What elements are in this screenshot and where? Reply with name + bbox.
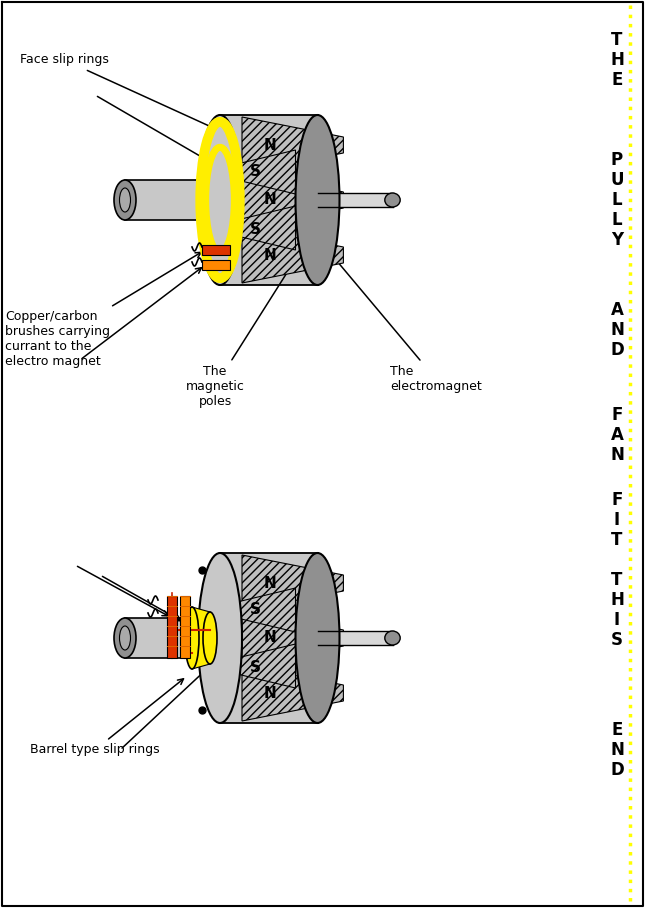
Polygon shape	[224, 206, 295, 250]
Ellipse shape	[203, 612, 217, 664]
Ellipse shape	[114, 618, 136, 658]
Text: N: N	[264, 630, 276, 646]
Text: Barrel type slip rings: Barrel type slip rings	[30, 679, 183, 756]
Polygon shape	[125, 618, 220, 658]
Polygon shape	[167, 596, 177, 658]
Text: D: D	[610, 341, 624, 359]
Text: S: S	[250, 164, 261, 180]
Ellipse shape	[385, 631, 400, 645]
Text: The
electromagnet: The electromagnet	[305, 223, 482, 393]
Text: E: E	[611, 71, 622, 89]
Text: E: E	[611, 721, 622, 739]
Text: A: A	[611, 301, 624, 319]
Polygon shape	[242, 610, 343, 666]
Text: I: I	[614, 611, 620, 629]
Polygon shape	[224, 644, 295, 688]
Polygon shape	[202, 260, 230, 270]
Text: H: H	[610, 51, 624, 69]
Polygon shape	[224, 150, 295, 194]
Text: F: F	[611, 406, 622, 424]
Text: N: N	[610, 321, 624, 339]
Text: L: L	[611, 191, 622, 209]
Text: T: T	[611, 571, 622, 589]
Text: S: S	[250, 603, 261, 617]
Ellipse shape	[119, 626, 130, 650]
Ellipse shape	[114, 180, 136, 220]
Text: Y: Y	[611, 231, 623, 249]
Text: S: S	[250, 660, 261, 676]
Text: N: N	[610, 446, 624, 464]
Text: I: I	[614, 511, 620, 529]
Text: N: N	[264, 576, 276, 590]
Polygon shape	[224, 588, 295, 632]
Text: N: N	[610, 741, 624, 759]
Ellipse shape	[198, 115, 242, 285]
Text: U: U	[610, 171, 624, 189]
Text: F: F	[611, 491, 622, 509]
Text: Copper/carbon
brushes carrying
currant to the
electro magnet: Copper/carbon brushes carrying currant t…	[5, 252, 201, 368]
Polygon shape	[242, 555, 343, 611]
Text: Face slip rings: Face slip rings	[20, 54, 214, 128]
Polygon shape	[317, 193, 393, 207]
Text: L: L	[611, 211, 622, 229]
Polygon shape	[220, 553, 317, 723]
Text: N: N	[264, 137, 276, 153]
Ellipse shape	[185, 607, 199, 669]
Text: N: N	[264, 686, 276, 700]
Polygon shape	[180, 596, 190, 658]
Polygon shape	[242, 172, 343, 228]
Ellipse shape	[295, 115, 339, 285]
Text: S: S	[250, 222, 261, 238]
Text: H: H	[610, 591, 624, 609]
Ellipse shape	[198, 553, 242, 723]
Polygon shape	[202, 245, 230, 255]
Polygon shape	[242, 117, 343, 173]
Text: A: A	[611, 426, 624, 444]
Text: T: T	[611, 31, 622, 49]
Text: S: S	[611, 631, 623, 649]
Text: N: N	[264, 192, 276, 208]
Text: The
magnetic
poles: The magnetic poles	[186, 264, 293, 408]
Text: N: N	[264, 248, 276, 262]
Text: P: P	[611, 151, 623, 169]
Polygon shape	[317, 631, 393, 645]
Text: T: T	[611, 531, 622, 549]
Text: D: D	[610, 761, 624, 779]
Polygon shape	[192, 607, 210, 669]
Polygon shape	[242, 665, 343, 721]
Ellipse shape	[385, 193, 400, 207]
Polygon shape	[220, 115, 317, 285]
Ellipse shape	[119, 188, 130, 212]
Polygon shape	[242, 227, 343, 283]
Polygon shape	[125, 180, 220, 220]
Ellipse shape	[295, 553, 339, 723]
